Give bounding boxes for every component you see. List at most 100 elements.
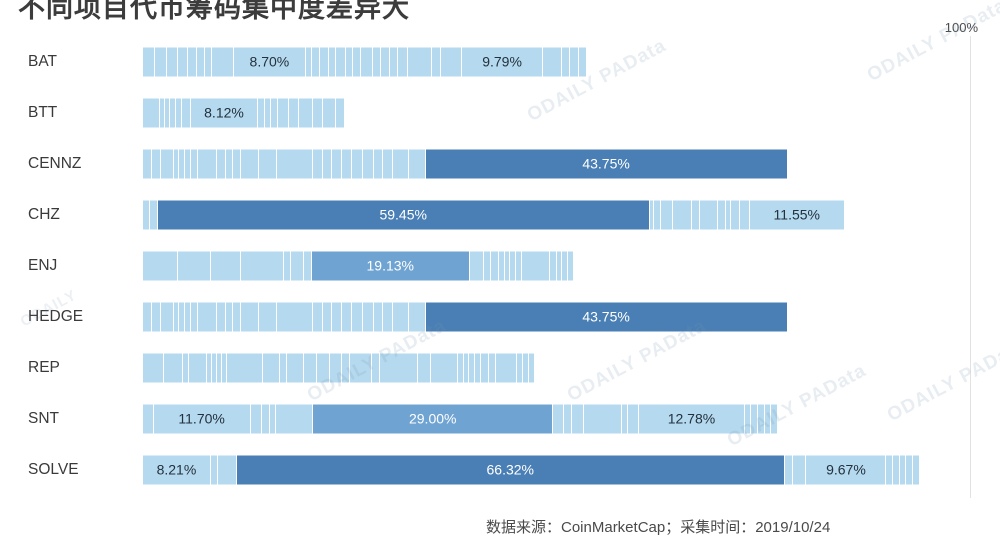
bar-segment	[143, 200, 150, 229]
bar-segment	[276, 149, 314, 178]
bar-segment	[793, 455, 807, 484]
stacked-bar: 8.70% 9.79%	[143, 47, 587, 76]
bar-segment	[483, 251, 492, 280]
bar-segment-labeled: 11.70%	[153, 404, 251, 433]
bar-segment	[312, 47, 320, 76]
bar-segment	[583, 404, 622, 433]
bar-segment	[323, 302, 333, 331]
category-label: SOLVE	[28, 460, 79, 478]
bar-segment	[570, 47, 579, 76]
bar-segment	[262, 353, 281, 382]
bar-segment	[240, 149, 259, 178]
chart-row-btt: BTT 8.12%	[0, 87, 1000, 138]
bar-segment	[371, 353, 381, 382]
bar-segment	[143, 404, 154, 433]
bar-segment	[190, 302, 198, 331]
bar-segment	[277, 98, 290, 127]
category-label: ENJ	[28, 256, 58, 274]
bar-segment	[240, 302, 259, 331]
bar-segment	[212, 353, 218, 382]
bar-segment	[352, 302, 363, 331]
bar-segment	[216, 149, 226, 178]
bar-segment	[161, 302, 174, 331]
bar-segment-labeled: 8.12%	[190, 98, 259, 127]
bar-segment	[305, 47, 313, 76]
bar-segment-labeled: 66.32%	[236, 455, 785, 484]
bar-segment	[562, 251, 569, 280]
bar-segment-labeled: 19.13%	[311, 251, 470, 280]
bar-segment	[481, 353, 490, 382]
axis-tick-100: 100%	[944, 20, 978, 35]
bar-segment	[440, 47, 463, 76]
bar-segment	[672, 200, 693, 229]
bar-segment	[182, 353, 190, 382]
bar-segment	[210, 455, 218, 484]
bar-segment	[381, 47, 391, 76]
chart-row-bat: BAT 8.70% 9.79%	[0, 36, 1000, 87]
bar-segment	[469, 251, 484, 280]
category-label: REP	[28, 358, 60, 376]
bar-segment	[342, 353, 351, 382]
bar-segment	[784, 455, 794, 484]
bar-segment	[372, 47, 382, 76]
bar-segment	[543, 47, 563, 76]
stacked-bar: 8.12%	[143, 98, 345, 127]
bar-segment	[556, 251, 563, 280]
bar-segment	[143, 251, 178, 280]
bar-segment	[159, 98, 166, 127]
bar-segment-labeled: 43.75%	[425, 302, 788, 331]
bar-segment	[163, 353, 183, 382]
bar-segment	[731, 200, 740, 229]
bar-segment	[725, 200, 732, 229]
chart-row-hedge: HEDGE 43.75%	[0, 291, 1000, 342]
bar-segment	[319, 47, 329, 76]
bar-segment	[893, 455, 900, 484]
bar-segment	[699, 200, 719, 229]
chart-row-rep: REP	[0, 342, 1000, 393]
bar-segment	[409, 302, 426, 331]
bar-segment	[181, 98, 191, 127]
bar-segment	[258, 302, 277, 331]
bar-segment	[177, 251, 211, 280]
bar-segment	[457, 353, 464, 382]
bar-segment	[298, 98, 313, 127]
bar-segment	[744, 404, 752, 433]
bar-segment	[152, 149, 162, 178]
bar-segment	[155, 47, 167, 76]
bar-segment-labeled: 11.55%	[749, 200, 846, 229]
category-label: CHZ	[28, 205, 60, 223]
chart-row-enj: ENJ 19.13%	[0, 240, 1000, 291]
bar-segment	[177, 47, 188, 76]
bar-segment	[216, 302, 226, 331]
bar-segment	[382, 149, 393, 178]
bar-segment	[225, 302, 234, 331]
bar-segment	[550, 251, 557, 280]
source-note: 数据来源：CoinMarketCap；采集时间：2019/10/24	[486, 519, 831, 536]
bar-segment	[418, 353, 431, 382]
bar-segment	[342, 302, 353, 331]
bar-segment	[185, 302, 191, 331]
bar-segment	[197, 149, 217, 178]
bar-segment	[523, 353, 529, 382]
bar-segment	[286, 353, 305, 382]
bar-segment	[335, 47, 346, 76]
stacked-bar: 8.21% 66.32% 9.67%	[143, 455, 921, 484]
bar-segment	[352, 47, 362, 76]
bar-segment	[516, 251, 522, 280]
bar-segment	[313, 302, 324, 331]
page-title: 不同项目代币筹码集中度差异大	[18, 0, 410, 23]
bar-segment	[210, 251, 241, 280]
bar-segment	[430, 353, 458, 382]
bar-segment	[322, 98, 336, 127]
bar-segment	[143, 149, 153, 178]
bar-segment	[217, 455, 237, 484]
bar-segment	[345, 47, 353, 76]
bar-segment	[291, 251, 305, 280]
bar-segment	[217, 353, 223, 382]
category-label: BTT	[28, 103, 58, 121]
bar-segment	[382, 302, 393, 331]
bar-segment	[751, 404, 759, 433]
bar-segment	[517, 353, 524, 382]
bar-segment	[173, 302, 180, 331]
bar-segment	[692, 200, 700, 229]
